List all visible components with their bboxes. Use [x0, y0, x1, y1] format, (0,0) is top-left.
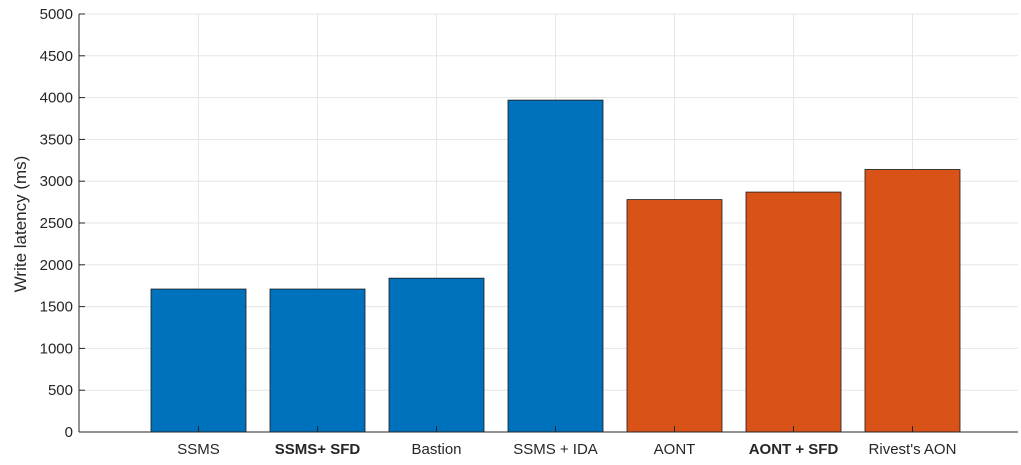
y-tick-label: 1500	[40, 299, 73, 316]
y-tick-label: 3000	[40, 173, 73, 190]
x-tick-label: Bastion	[411, 441, 461, 458]
y-tick-label: 0	[65, 424, 73, 441]
bar-ssms-sfd	[269, 288, 366, 433]
axes	[78, 13, 1018, 433]
y-tick-label: 1000	[40, 340, 73, 357]
bar-ssms-ida	[507, 99, 604, 433]
bar-aont-sfd	[745, 191, 842, 433]
x-tick-label: AONT + SFD	[749, 441, 839, 458]
bar-rivest-s-aon	[864, 169, 961, 433]
y-tick-label: 500	[48, 382, 73, 399]
bars	[150, 99, 961, 433]
y-tick-label: 2500	[40, 215, 73, 232]
y-tick-label: 3500	[40, 131, 73, 148]
x-tick-label: SSMS + IDA	[513, 441, 598, 458]
y-tick-label: 2000	[40, 257, 73, 274]
y-tick-label: 4000	[40, 90, 73, 107]
bar-aont	[626, 199, 723, 433]
x-tick-label: AONT	[654, 441, 696, 458]
tick-labels: 0 500 1000 1500 2000 2500 3000 3500 4000 4500 5000…	[40, 6, 957, 458]
x-tick-label: SSMS+ SFD	[275, 441, 361, 458]
y-tick-label: 4500	[40, 48, 73, 65]
x-tick-label: SSMS	[177, 441, 220, 458]
y-tick-label: 5000	[40, 6, 73, 23]
bar-ssms	[150, 288, 247, 433]
x-tick-label: Rivest's AON	[869, 441, 957, 458]
bar-bastion	[388, 277, 485, 433]
y-axis-title: Write latency (ms)	[11, 156, 30, 293]
